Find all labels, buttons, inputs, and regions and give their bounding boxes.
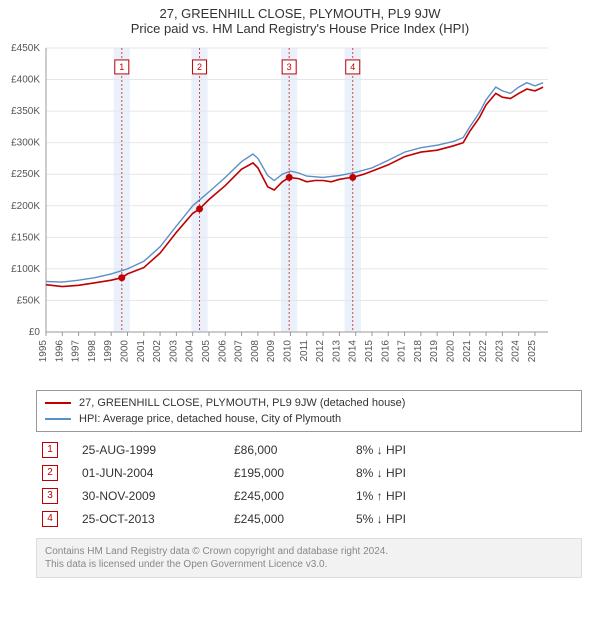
sale-delta: 1% ↑ HPI <box>350 484 582 507</box>
footer-licence: Contains HM Land Registry data © Crown c… <box>36 538 582 578</box>
svg-text:£50K: £50K <box>17 295 41 306</box>
svg-text:3: 3 <box>287 62 292 72</box>
sale-marker-box: 2 <box>42 465 58 481</box>
footer-line-1: Contains HM Land Registry data © Crown c… <box>45 545 573 558</box>
svg-text:2008: 2008 <box>250 340 261 363</box>
svg-text:2024: 2024 <box>511 340 522 363</box>
sale-price: £245,000 <box>228 484 350 507</box>
svg-text:2019: 2019 <box>429 340 440 363</box>
legend-swatch <box>45 402 71 404</box>
sale-price: £245,000 <box>228 507 350 530</box>
svg-text:2017: 2017 <box>397 340 408 363</box>
legend-label: 27, GREENHILL CLOSE, PLYMOUTH, PL9 9JW (… <box>79 397 405 409</box>
sales-row: 1 25-AUG-1999£86,0008% ↓ HPI <box>36 438 582 461</box>
svg-text:2004: 2004 <box>185 340 196 363</box>
sale-price: £86,000 <box>228 438 350 461</box>
page-title-2: Price paid vs. HM Land Registry's House … <box>0 21 600 42</box>
svg-text:£400K: £400K <box>11 75 40 86</box>
sales-row: 3 30-NOV-2009£245,0001% ↑ HPI <box>36 484 582 507</box>
svg-text:2025: 2025 <box>527 340 538 363</box>
svg-text:2006: 2006 <box>217 340 228 363</box>
svg-text:2007: 2007 <box>234 340 245 363</box>
svg-text:1998: 1998 <box>87 340 98 363</box>
sale-delta: 5% ↓ HPI <box>350 507 582 530</box>
svg-text:2022: 2022 <box>478 340 489 363</box>
sale-price: £195,000 <box>228 461 350 484</box>
svg-text:1996: 1996 <box>54 340 65 363</box>
svg-text:2: 2 <box>197 62 202 72</box>
price-chart: £0 £50K £100K £150K £200K £250K £300K £350K £400… <box>0 42 600 382</box>
svg-text:2012: 2012 <box>315 340 326 363</box>
svg-text:2016: 2016 <box>380 340 391 363</box>
svg-text:2014: 2014 <box>348 340 359 363</box>
svg-text:2023: 2023 <box>494 340 505 363</box>
sale-date: 25-AUG-1999 <box>76 438 228 461</box>
svg-text:2000: 2000 <box>119 340 130 363</box>
page-title-1: 27, GREENHILL CLOSE, PLYMOUTH, PL9 9JW <box>0 0 600 21</box>
svg-text:£350K: £350K <box>11 106 40 117</box>
sale-date: 01-JUN-2004 <box>76 461 228 484</box>
legend-label: HPI: Average price, detached house, City… <box>79 413 341 425</box>
chart-svg: £0 £50K £100K £150K £200K £250K £300K £350K £400… <box>0 42 560 382</box>
legend: 27, GREENHILL CLOSE, PLYMOUTH, PL9 9JW (… <box>36 390 582 432</box>
svg-text:£0: £0 <box>29 327 41 338</box>
svg-text:£150K: £150K <box>11 232 40 243</box>
svg-text:2009: 2009 <box>266 340 277 363</box>
svg-text:£450K: £450K <box>11 43 40 54</box>
sale-marker-box: 1 <box>42 442 58 458</box>
legend-row: HPI: Average price, detached house, City… <box>45 411 573 427</box>
sale-delta: 8% ↓ HPI <box>350 461 582 484</box>
svg-text:2002: 2002 <box>152 340 163 363</box>
legend-row: 27, GREENHILL CLOSE, PLYMOUTH, PL9 9JW (… <box>45 395 573 411</box>
svg-text:2021: 2021 <box>462 340 473 363</box>
svg-text:£200K: £200K <box>11 201 40 212</box>
svg-text:£300K: £300K <box>11 138 40 149</box>
svg-text:1995: 1995 <box>38 340 49 363</box>
svg-text:2005: 2005 <box>201 340 212 363</box>
svg-text:1999: 1999 <box>103 340 114 363</box>
svg-text:2013: 2013 <box>331 340 342 363</box>
svg-text:2003: 2003 <box>168 340 179 363</box>
legend-swatch <box>45 418 71 420</box>
svg-text:£100K: £100K <box>11 264 40 275</box>
sale-delta: 8% ↓ HPI <box>350 438 582 461</box>
sales-row: 2 01-JUN-2004£195,0008% ↓ HPI <box>36 461 582 484</box>
sales-row: 4 25-OCT-2013£245,0005% ↓ HPI <box>36 507 582 530</box>
svg-text:2015: 2015 <box>364 340 375 363</box>
sales-table: 1 25-AUG-1999£86,0008% ↓ HPI 2 01-JUN-2004£… <box>36 438 582 530</box>
svg-text:1997: 1997 <box>71 340 82 363</box>
footer-line-2: This data is licensed under the Open Gov… <box>45 558 573 571</box>
svg-text:2018: 2018 <box>413 340 424 363</box>
sale-date: 30-NOV-2009 <box>76 484 228 507</box>
svg-text:2001: 2001 <box>136 340 147 363</box>
svg-text:1: 1 <box>119 62 124 72</box>
svg-text:2011: 2011 <box>299 340 310 362</box>
svg-text:2020: 2020 <box>445 340 456 363</box>
svg-text:£250K: £250K <box>11 169 40 180</box>
sale-date: 25-OCT-2013 <box>76 507 228 530</box>
sale-marker-box: 3 <box>42 488 58 504</box>
svg-text:2010: 2010 <box>282 340 293 363</box>
sale-marker-box: 4 <box>42 511 58 527</box>
svg-text:4: 4 <box>350 62 355 72</box>
